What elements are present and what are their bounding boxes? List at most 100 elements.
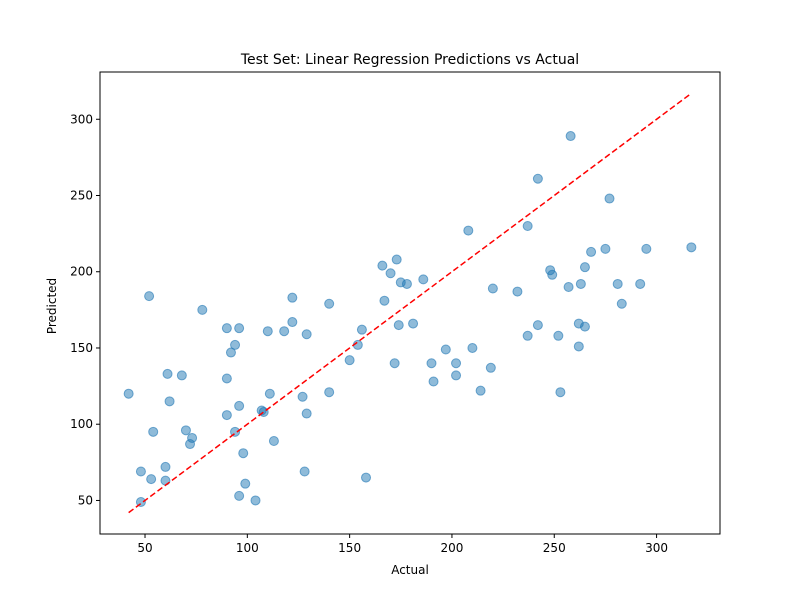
x-tick-label: 250 bbox=[543, 541, 566, 555]
scatter-point bbox=[164, 396, 175, 407]
x-axis-label: Actual bbox=[391, 563, 429, 577]
scatter-point bbox=[230, 339, 241, 350]
scatter-point bbox=[324, 387, 335, 398]
scatter-point bbox=[385, 268, 396, 279]
scatter-point bbox=[287, 292, 298, 303]
axes-frame bbox=[99, 71, 721, 535]
scatter-point bbox=[522, 221, 533, 231]
x-tick-label: 200 bbox=[440, 541, 463, 555]
scatter-point bbox=[264, 388, 275, 399]
scatter-point bbox=[299, 466, 310, 477]
scatter-point bbox=[641, 243, 652, 254]
chart-title: Test Set: Linear Regression Predictions … bbox=[240, 52, 579, 68]
scatter-point bbox=[565, 131, 576, 142]
scatter-point bbox=[391, 254, 402, 265]
scatter-point bbox=[451, 358, 462, 369]
scatter-point bbox=[485, 362, 496, 373]
scatter-point bbox=[162, 368, 173, 379]
scatter-point bbox=[361, 472, 372, 483]
scatter-point bbox=[230, 426, 241, 437]
y-tick-label: 100 bbox=[70, 417, 93, 431]
scatter-point bbox=[616, 298, 627, 309]
scatter-point bbox=[221, 323, 232, 334]
scatter-point bbox=[287, 317, 298, 328]
scatter-point bbox=[463, 225, 474, 236]
scatter-point bbox=[187, 432, 198, 443]
scatter-point bbox=[579, 262, 590, 273]
scatter-point bbox=[234, 323, 245, 334]
scatter-point bbox=[401, 278, 412, 289]
scatter-point bbox=[547, 269, 558, 280]
scatter-point bbox=[600, 243, 611, 254]
scatter-point bbox=[635, 278, 646, 289]
scatter-point bbox=[451, 370, 462, 381]
scatter-point bbox=[279, 326, 290, 337]
scatter-point bbox=[389, 358, 400, 369]
scatter-point bbox=[487, 283, 498, 294]
scatter-point bbox=[144, 291, 155, 302]
scatter-point bbox=[377, 260, 388, 271]
scatter-point bbox=[268, 435, 279, 446]
scatter-point bbox=[579, 321, 590, 332]
scatter-point bbox=[135, 466, 146, 477]
scatter-point bbox=[146, 474, 157, 485]
scatter-point bbox=[604, 193, 615, 204]
scatter-point bbox=[221, 410, 232, 421]
x-tick-label: 50 bbox=[137, 541, 152, 555]
scatter-point bbox=[428, 376, 439, 387]
scatter-point bbox=[393, 320, 404, 331]
scatter-point bbox=[532, 173, 543, 184]
scatter-point bbox=[324, 298, 335, 309]
scatter-point bbox=[301, 408, 312, 419]
y-tick-label: 50 bbox=[78, 493, 93, 507]
scatter-point bbox=[148, 426, 159, 437]
scatter-point bbox=[418, 274, 429, 285]
scatter-point bbox=[160, 461, 171, 472]
x-tick-label: 100 bbox=[236, 541, 259, 555]
scatter-point bbox=[532, 320, 543, 331]
scatter-point bbox=[379, 295, 390, 306]
scatter-point bbox=[262, 326, 273, 337]
scatter-point bbox=[225, 347, 236, 358]
y-axis-label: Predicted bbox=[45, 278, 59, 334]
scatter-point bbox=[356, 324, 367, 335]
scatter-point bbox=[553, 330, 564, 341]
x-tick-label: 150 bbox=[338, 541, 361, 555]
scatter-point bbox=[555, 387, 566, 398]
scatter-point bbox=[297, 391, 308, 402]
scatter-point bbox=[467, 342, 478, 353]
axes: 50 100 150 200 250 300 50 100 150 200 250 300 bbox=[70, 71, 721, 555]
y-tick-label: 150 bbox=[70, 341, 93, 355]
x-tick-label: 300 bbox=[645, 541, 668, 555]
scatter-point bbox=[512, 286, 523, 297]
scatter-point bbox=[234, 490, 245, 501]
scatter-point bbox=[426, 358, 437, 369]
scatter-point bbox=[123, 388, 134, 399]
scatter-point bbox=[221, 373, 232, 384]
scatter-point bbox=[238, 448, 249, 459]
y-tick-label: 300 bbox=[70, 112, 93, 126]
scatter-point bbox=[176, 370, 187, 381]
scatter-point bbox=[475, 385, 486, 396]
scatter-point bbox=[522, 330, 533, 341]
scatter-point bbox=[573, 341, 584, 352]
scatter-point bbox=[575, 278, 586, 289]
plot-area bbox=[123, 92, 697, 514]
reference-line bbox=[128, 92, 692, 514]
scatter-point bbox=[586, 246, 597, 257]
scatter-point bbox=[135, 496, 146, 507]
scatter-point bbox=[240, 478, 251, 489]
scatter-point bbox=[563, 281, 574, 292]
scatter-point bbox=[612, 278, 623, 289]
scatter-point bbox=[197, 304, 208, 315]
scatter-point bbox=[408, 318, 419, 329]
scatter-point bbox=[250, 495, 261, 506]
scatter-point bbox=[344, 355, 355, 366]
scatter-point bbox=[440, 344, 451, 355]
scatter-point bbox=[180, 425, 191, 436]
scatter-point bbox=[686, 242, 697, 253]
scatter-point bbox=[234, 400, 245, 411]
scatter-point bbox=[301, 329, 312, 340]
y-tick-label: 250 bbox=[70, 189, 93, 203]
